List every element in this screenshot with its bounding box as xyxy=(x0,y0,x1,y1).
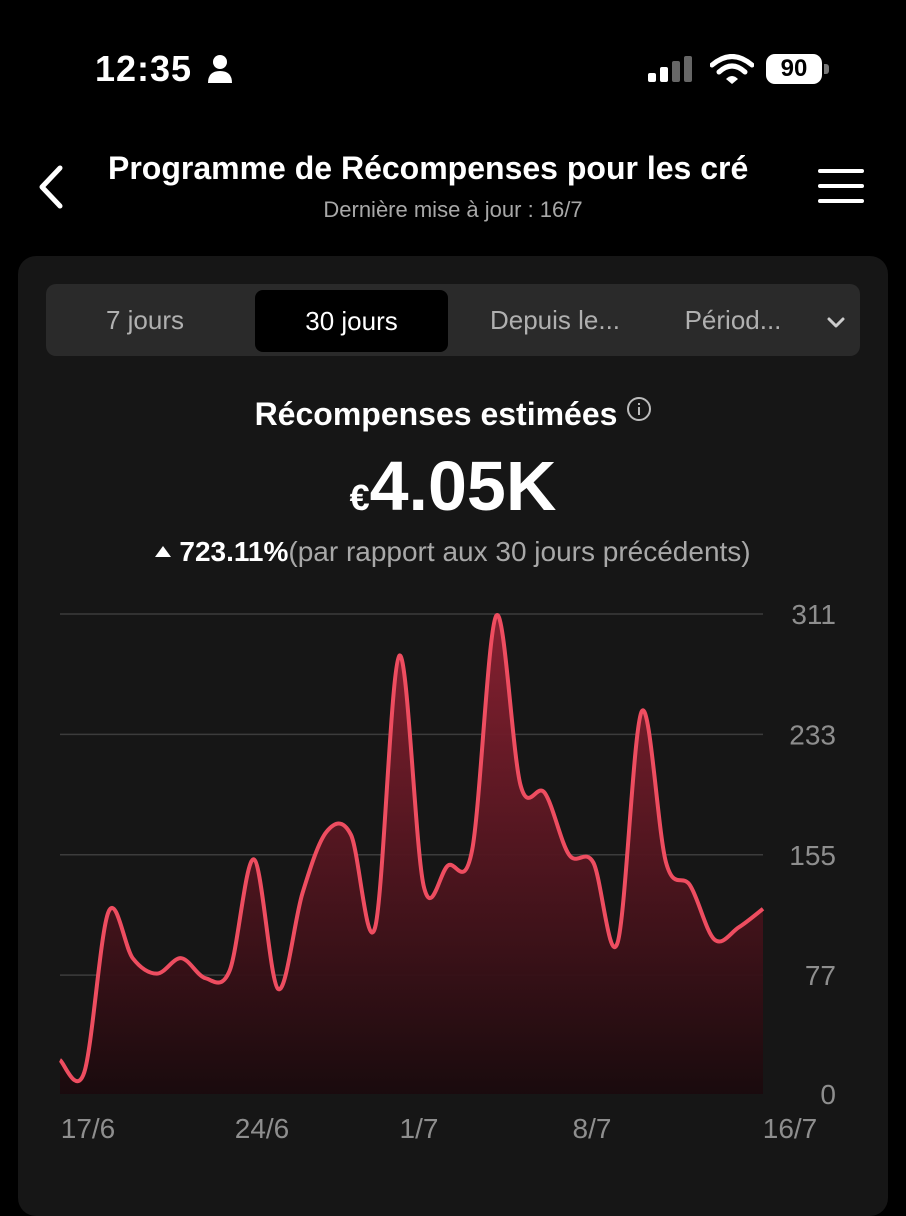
x-tick-label: 17/6 xyxy=(61,1113,116,1144)
data-point xyxy=(227,968,233,974)
page-title: Programme de Récompenses pour les cré xyxy=(108,150,749,186)
data-point xyxy=(178,955,184,961)
person-icon xyxy=(208,55,232,83)
estimated-rewards-label: Récompenses estimées xyxy=(254,396,618,432)
y-tick-label: 77 xyxy=(805,960,836,991)
chart-area xyxy=(60,614,763,1094)
status-time: 12:35 xyxy=(95,48,193,89)
y-tick-label: 0 xyxy=(820,1079,836,1110)
data-point xyxy=(57,1057,63,1063)
x-tick-label: 24/6 xyxy=(235,1113,290,1144)
data-point xyxy=(396,653,402,659)
data-point xyxy=(736,924,742,930)
data-point xyxy=(518,782,524,788)
y-tick-label: 233 xyxy=(789,719,836,750)
wifi-icon xyxy=(710,54,754,84)
data-point xyxy=(299,890,305,896)
chevron-down-icon[interactable] xyxy=(822,310,850,334)
data-point xyxy=(275,986,281,992)
data-point xyxy=(542,790,548,796)
y-tick-label: 155 xyxy=(789,840,836,871)
data-point xyxy=(421,883,427,889)
period-tabs: 7 jours 30 jours Depuis le... Périod... xyxy=(46,284,860,356)
data-point xyxy=(590,859,596,865)
data-point xyxy=(760,906,766,912)
back-icon[interactable] xyxy=(32,164,72,210)
estimated-rewards-heading: Récompenses estimées xyxy=(0,396,906,433)
data-point xyxy=(154,971,160,977)
battery-indicator: 90 xyxy=(766,54,830,84)
battery-level: 90 xyxy=(766,54,822,84)
x-tick-label: 8/7 xyxy=(573,1113,612,1144)
data-point xyxy=(130,955,136,961)
data-point xyxy=(687,883,693,889)
status-bar: 12:35 90 xyxy=(0,0,906,130)
data-point xyxy=(251,856,257,862)
x-tick-label: 16/7 xyxy=(763,1113,818,1144)
data-point xyxy=(493,613,499,619)
y-tick-label: 311 xyxy=(791,599,836,630)
x-tick-label: 1/7 xyxy=(400,1113,439,1144)
data-point xyxy=(663,859,669,865)
chart-line xyxy=(58,613,765,1084)
menu-icon[interactable] xyxy=(818,166,864,206)
data-point xyxy=(615,940,621,946)
data-point xyxy=(445,863,451,869)
currency-symbol: € xyxy=(349,477,370,518)
change-percent: 723.11% xyxy=(179,536,289,567)
comparison-text: (par rapport aux 30 jours précédents) xyxy=(288,536,751,567)
info-icon[interactable] xyxy=(627,397,652,421)
rewards-amount: €4.05K xyxy=(0,446,906,526)
rewards-chart: 311 233 155 77 0 17/6 24/6 1/7 8/7 16/7 xyxy=(57,599,836,1144)
data-point xyxy=(712,937,718,943)
tab-7-days[interactable]: 7 jours xyxy=(105,305,185,335)
change-indicator: 723.11%(par rapport aux 30 jours précéde… xyxy=(0,536,906,568)
battery-tip xyxy=(824,64,829,74)
tab-30-days[interactable]: 30 jours xyxy=(255,290,448,352)
tab-period[interactable]: Périod... xyxy=(684,305,782,335)
data-point xyxy=(372,924,378,930)
tab-since[interactable]: Depuis le... xyxy=(489,305,621,335)
cellular-signal-icon xyxy=(648,56,692,82)
data-point xyxy=(639,708,645,714)
amount-value: 4.05K xyxy=(369,447,557,525)
data-point xyxy=(566,852,572,858)
data-point xyxy=(469,847,475,853)
data-point xyxy=(81,1069,87,1075)
last-updated: Dernière mise à jour : 16/7 xyxy=(323,197,583,222)
data-point xyxy=(324,829,330,835)
data-point xyxy=(105,909,111,915)
arrow-up-icon xyxy=(155,546,172,557)
data-point xyxy=(202,975,208,981)
data-point xyxy=(348,832,354,838)
